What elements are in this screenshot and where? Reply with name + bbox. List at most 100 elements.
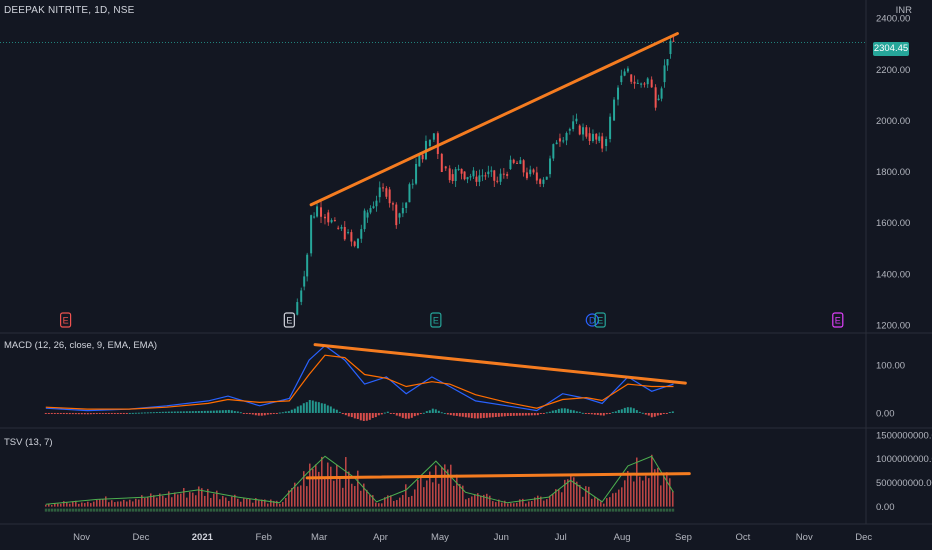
tsv-bar bbox=[318, 471, 320, 507]
candle-body bbox=[663, 65, 666, 83]
macd-hist-bar bbox=[110, 412, 113, 414]
event-marker-d[interactable]: D bbox=[585, 313, 599, 327]
tsv-baseline-tick bbox=[59, 508, 63, 512]
tsv-bar bbox=[240, 501, 242, 507]
tsv-bar bbox=[186, 497, 188, 507]
tsv-baseline-tick bbox=[272, 508, 276, 512]
candle-body bbox=[660, 88, 663, 99]
tsv-baseline-tick bbox=[176, 508, 180, 512]
tsv-baseline-tick bbox=[428, 508, 432, 512]
tsv-baseline-tick bbox=[518, 508, 522, 512]
macd-hist-bar bbox=[170, 411, 173, 413]
tsv-baseline-tick bbox=[413, 508, 417, 512]
macd-hist-bar bbox=[272, 412, 275, 414]
tsv-bar bbox=[261, 499, 263, 507]
candle-body bbox=[499, 173, 502, 182]
tsv-baseline-tick bbox=[671, 508, 675, 512]
tsv-bar bbox=[369, 495, 371, 507]
macd-hist-bar bbox=[56, 412, 59, 414]
macd-hist-bar bbox=[353, 412, 356, 419]
macd-hist-bar bbox=[530, 412, 533, 416]
tsv-bar bbox=[660, 485, 662, 507]
macd-hist-bar bbox=[173, 411, 176, 413]
tsv-bar bbox=[630, 473, 632, 507]
macd-hist-bar bbox=[395, 412, 398, 416]
candle-body bbox=[643, 83, 646, 85]
macd-hist-bar bbox=[392, 412, 395, 415]
tsv-baseline-tick bbox=[137, 508, 141, 512]
tsv-baseline-tick bbox=[197, 508, 201, 512]
candle-body bbox=[542, 179, 545, 184]
price-candles[interactable] bbox=[296, 34, 675, 316]
tsv-bar bbox=[348, 471, 350, 507]
tsv-baseline-tick bbox=[188, 508, 192, 512]
tsv-bar bbox=[87, 501, 89, 507]
tsv-bar bbox=[624, 480, 626, 507]
candle-body bbox=[585, 127, 588, 137]
macd-hist-bar bbox=[119, 412, 122, 414]
macd-hist-bar bbox=[401, 412, 404, 418]
macd-hist-bar bbox=[512, 412, 515, 416]
tsv-baseline-tick bbox=[326, 508, 330, 512]
macd-hist-bar bbox=[389, 412, 392, 414]
tsv-bar bbox=[450, 464, 452, 507]
tsv-bar bbox=[264, 499, 266, 507]
candle-body bbox=[460, 168, 463, 174]
candle-body bbox=[343, 227, 346, 240]
tsv-baseline-tick bbox=[80, 508, 84, 512]
y-tick-label: 2400.00 bbox=[876, 14, 910, 25]
candle-body bbox=[428, 139, 431, 146]
tsv-bar bbox=[672, 491, 674, 507]
tsv-baseline-tick bbox=[89, 508, 93, 512]
macd-hist-bar bbox=[614, 411, 617, 413]
macd-hist-bar bbox=[200, 410, 203, 413]
macd-hist-bar bbox=[521, 412, 524, 416]
tsv-baseline-tick bbox=[71, 508, 75, 512]
tsv-baseline-tick bbox=[434, 508, 438, 512]
macd-hist-bar bbox=[476, 412, 479, 419]
macd-hist-bar bbox=[269, 412, 272, 415]
tsv-baseline-tick bbox=[368, 508, 372, 512]
tsv-bar bbox=[198, 486, 200, 507]
macd-hist-bar bbox=[524, 412, 527, 416]
macd-hist-bar bbox=[461, 412, 464, 417]
tsv-baseline-tick bbox=[53, 508, 57, 512]
tsv-bar bbox=[102, 499, 104, 507]
macd-hist-bar bbox=[668, 411, 671, 413]
event-marker-e[interactable]: E bbox=[59, 312, 72, 328]
candle-body bbox=[296, 302, 299, 315]
tsv-baseline-tick bbox=[110, 508, 114, 512]
event-marker-e[interactable]: E bbox=[594, 312, 606, 328]
candle-body bbox=[609, 116, 612, 139]
macd-hist-bar bbox=[509, 412, 512, 416]
macd-hist-bar bbox=[587, 412, 590, 415]
tsv-bar bbox=[558, 489, 560, 507]
macd-hist-bar bbox=[62, 412, 65, 415]
tsv-baseline-tick bbox=[572, 508, 576, 512]
candle-body bbox=[591, 133, 594, 142]
macd-hist-bar bbox=[560, 408, 563, 413]
tsv-baseline-tick bbox=[122, 508, 126, 512]
event-marker-e[interactable]: E bbox=[283, 312, 295, 328]
candle-body bbox=[475, 176, 478, 182]
macd-hist-bar bbox=[605, 412, 608, 415]
macd-hist-bar bbox=[506, 412, 509, 417]
macd-trendline bbox=[313, 343, 687, 385]
macd-hist-bar bbox=[206, 410, 209, 413]
macd-hist-bar bbox=[431, 408, 434, 413]
tsv-bar bbox=[426, 480, 428, 507]
candle-body bbox=[385, 188, 388, 197]
tsv-baseline-tick bbox=[371, 508, 375, 512]
event-marker-e[interactable]: E bbox=[430, 312, 442, 328]
trendlines[interactable] bbox=[305, 32, 691, 480]
tsv-baseline-tick bbox=[638, 508, 642, 512]
tsv-baseline-tick bbox=[554, 508, 558, 512]
tsv-bar bbox=[597, 498, 599, 507]
y-tick-label: 1800.00 bbox=[876, 167, 910, 178]
tsv-bar bbox=[165, 497, 167, 507]
macd-hist-bar bbox=[47, 412, 50, 414]
event-marker-e[interactable]: E bbox=[832, 312, 844, 328]
macd-hist-bar bbox=[179, 411, 182, 413]
